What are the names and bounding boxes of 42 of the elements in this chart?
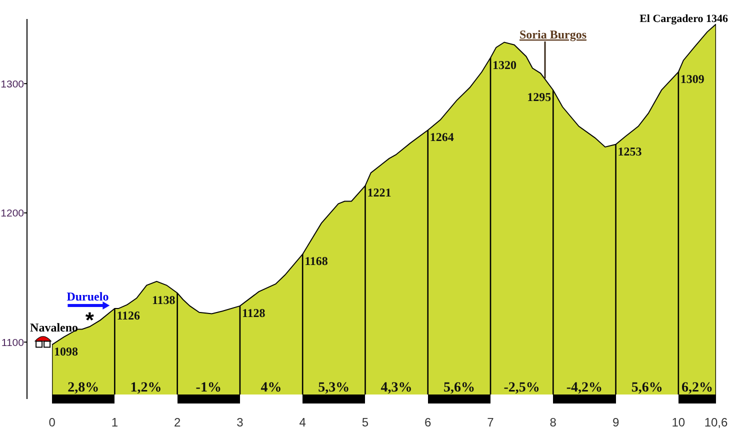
data-label: 1320	[492, 58, 517, 72]
x-tick-label: 9	[612, 416, 620, 430]
x-tick-label: 4	[299, 416, 306, 430]
data-label: 1168	[304, 254, 328, 268]
x-tick-label: 7	[487, 416, 494, 430]
annotation: 6,2%	[681, 380, 713, 396]
annotation: 5,6%	[631, 380, 663, 396]
x-tick-label: 0	[48, 416, 56, 430]
x-tick-label: 5	[362, 416, 369, 430]
y-tick-label: 1200	[0, 206, 24, 219]
annotation: Navaleno	[30, 320, 78, 335]
data-label: 1264	[430, 130, 454, 144]
x-tick-label: 3	[236, 416, 244, 430]
annotation: 5,6%	[443, 380, 475, 396]
y-tick-label: 1300	[0, 77, 24, 90]
annotation: 4,3%	[380, 380, 412, 396]
x-tick-label: 8	[550, 416, 557, 430]
x-tick-label: 10	[672, 416, 686, 430]
annotation: 4%	[260, 380, 282, 396]
data-label: 1295	[527, 90, 552, 104]
data-label: 1253	[618, 144, 642, 158]
data-label: 1221	[367, 186, 392, 200]
data-label: 1309	[680, 72, 704, 86]
annotation: Soria Burgos	[519, 27, 587, 42]
annotation: Duruelo	[66, 290, 109, 304]
annotation: 2,8%	[68, 380, 100, 396]
annotation: -2,5%	[504, 380, 540, 396]
annotation: -4,2%	[566, 380, 603, 396]
y-tick-label: 1100	[1, 336, 24, 348]
annotation: 5,3%	[318, 380, 350, 396]
x-tick-label: 10,6	[704, 416, 728, 430]
data-label: 1126	[116, 308, 140, 323]
data-label: 1128	[242, 306, 266, 320]
annotation: *	[85, 308, 94, 333]
x-tick-label: 2	[174, 416, 181, 430]
annotation: El Cargadero 1346	[640, 13, 728, 26]
annotation: 1,2%	[130, 380, 162, 396]
x-tick-label: 6	[424, 416, 432, 430]
annotation: -1%	[196, 380, 222, 396]
data-label: 1138	[152, 293, 176, 308]
x-tick-label: 1	[111, 416, 118, 430]
data-label: 1098	[54, 344, 78, 359]
